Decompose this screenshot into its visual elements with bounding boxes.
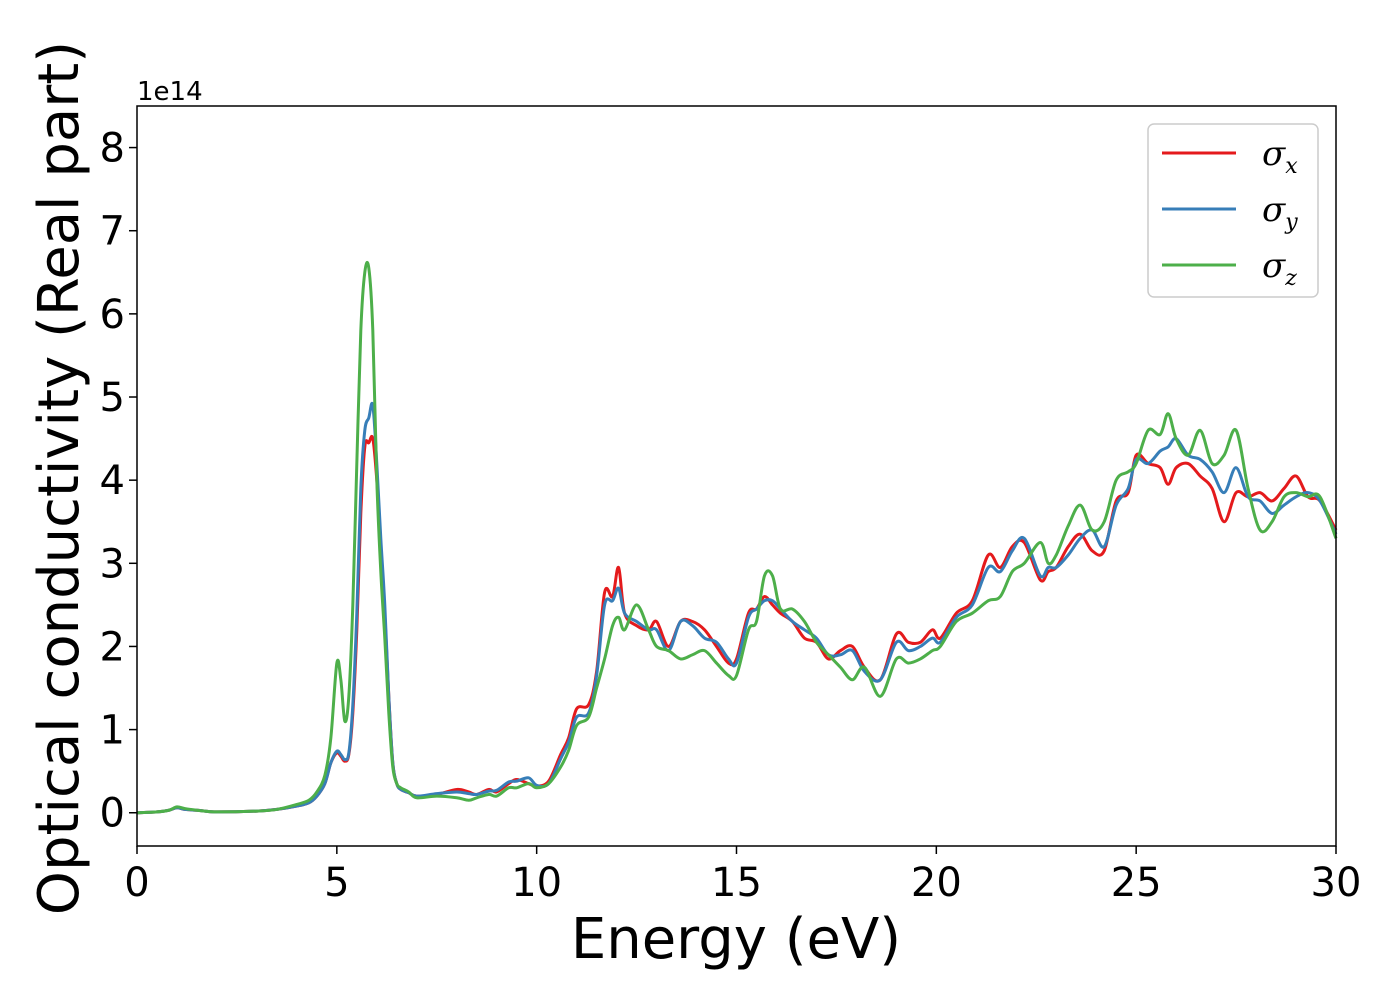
legend-symbol: σ (1262, 246, 1286, 286)
y-axis-title: Optical conductivity (Real part) (27, 41, 92, 915)
y-tick-label: 0 (100, 791, 125, 837)
y-tick-label: 6 (100, 292, 125, 338)
legend-subscript: z (1284, 266, 1297, 291)
y-axis: 0 1 2 3 4 5 6 7 8 (100, 126, 137, 837)
y-tick-label: 2 (100, 624, 125, 670)
plot-lines (136, 260, 1338, 815)
legend-label-sigma-y: σy (1262, 190, 1298, 235)
x-axis-title: Energy (eV) (571, 907, 901, 972)
legend-subscript: y (1284, 210, 1298, 235)
legend-label-sigma-z: σz (1262, 246, 1297, 291)
y-tick-label: 7 (100, 209, 125, 255)
x-tick-label: 25 (1111, 860, 1162, 906)
y-tick-label: 5 (100, 375, 125, 421)
y-tick-label: 3 (100, 541, 125, 587)
legend-label-sigma-x: σx (1262, 134, 1298, 179)
y-tick-label: 4 (100, 458, 125, 504)
y-tick-label: 1 (100, 708, 125, 754)
series-line-sigma-y (136, 401, 1338, 815)
x-axis: 0 5 10 15 20 25 30 (124, 846, 1361, 906)
x-tick-label: 0 (124, 860, 149, 906)
series-line-sigma-z (136, 260, 1338, 815)
x-tick-label: 10 (511, 860, 562, 906)
legend-symbol: σ (1262, 134, 1286, 174)
legend-symbol: σ (1262, 190, 1286, 230)
x-tick-label: 20 (911, 860, 962, 906)
x-tick-label: 5 (324, 860, 349, 906)
y-tick-label: 8 (100, 126, 125, 172)
x-tick-label: 15 (711, 860, 762, 906)
x-tick-label: 30 (1311, 860, 1362, 906)
y-offset-label: 1e14 (137, 77, 203, 107)
legend-subscript: x (1285, 154, 1298, 179)
